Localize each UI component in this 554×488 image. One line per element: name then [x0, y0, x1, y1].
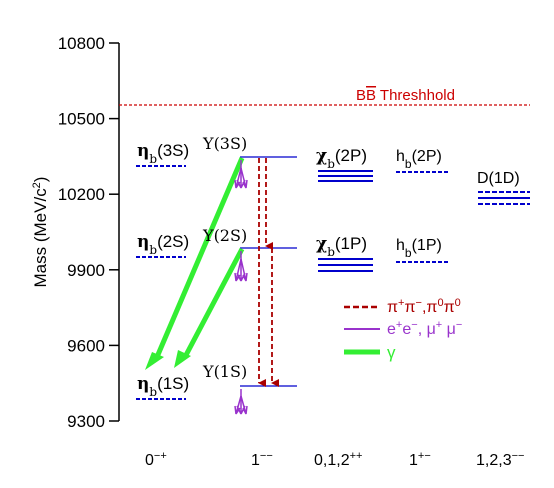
column-labels: 0−+ 1−− 0,1,2++ 1+− 1,2,3−−: [145, 450, 524, 469]
state-labels: ηb(3S) ηb(2S) ηb(1S) Υ(3S) Υ(2S) Υ(1S) χ…: [137, 134, 520, 399]
label-chib-2p: χb(2P): [316, 146, 367, 171]
y-ticks: 10800 10500 10200 9900 9600 9300: [58, 34, 119, 431]
column-label-0mp: 0−+: [145, 450, 167, 469]
gamma-transitions: [145, 157, 245, 370]
threshold-label: BB Threshhold: [356, 87, 455, 104]
column-label-1mm: 1−−: [251, 450, 273, 469]
legend: π+π−,π0π0 e+e−, μ+ μ− γ: [344, 297, 462, 362]
legend-label-pipi: π+π−,π0π0: [387, 297, 461, 316]
level-chib-2p: [318, 170, 373, 182]
lepton-decays: [234, 160, 248, 415]
label-etab-3s: ηb(3S): [137, 141, 189, 166]
label-hb-1p: hb(1P): [396, 237, 442, 260]
y-tick-label: 9900: [67, 261, 105, 280]
y-axis-label: Mass (MeV/c2): [31, 177, 50, 288]
column-label-1pm: 1+−: [409, 450, 431, 469]
y-tick-label: 9600: [67, 336, 105, 355]
label-etab-2s: ηb(2S): [137, 232, 189, 257]
label-d-1d: D(1D): [477, 170, 520, 187]
y-tick-label: 9300: [67, 412, 105, 431]
label-upsilon-1s: Υ(1S): [202, 362, 247, 381]
legend-label-gamma: γ: [387, 343, 396, 362]
column-label-012pp: 0,1,2++: [314, 450, 362, 469]
y-tick-label: 10200: [58, 185, 105, 204]
legend-label-leptons: e+e−, μ+ μ−: [387, 319, 462, 338]
y-tick-label: 10500: [58, 110, 105, 129]
label-chib-1p: χb(1P): [316, 234, 367, 259]
level-chib-1p: [318, 258, 373, 272]
label-hb-2p: hb(2P): [396, 148, 442, 171]
column-label-123mm: 1,2,3−−: [476, 450, 524, 469]
label-upsilon-3s: Υ(3S): [202, 134, 247, 153]
y-tick-label: 10800: [58, 34, 105, 53]
pipi-transitions: [258, 158, 279, 387]
label-upsilon-2s: Υ(2S): [202, 226, 247, 245]
label-etab-1s: ηb(1S): [137, 374, 189, 399]
level-d-1d: [478, 191, 530, 205]
